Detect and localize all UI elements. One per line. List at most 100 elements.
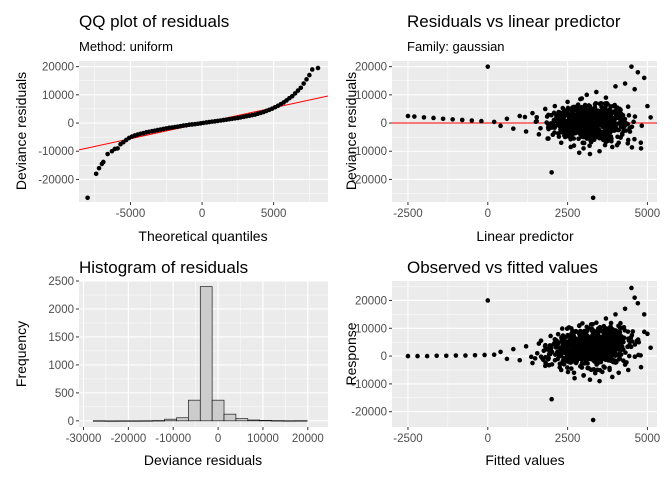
y-tick-label: 2000: [48, 304, 74, 316]
data-point: [645, 103, 650, 109]
data-point: [315, 65, 321, 71]
data-point: [607, 367, 612, 373]
data-point: [421, 115, 427, 120]
data-point: [549, 396, 554, 402]
data-point: [482, 352, 487, 358]
data-point: [591, 358, 597, 364]
data-point: [630, 329, 636, 334]
data-point: [602, 343, 607, 348]
histogram-bars: [92, 286, 308, 422]
data-point: [530, 360, 535, 366]
data-point: [600, 328, 605, 333]
data-point: [573, 360, 579, 366]
data-point: [572, 117, 578, 122]
data-point: [589, 326, 595, 332]
histogram-x-ticks: -30000 -20000 -10000 0 10000 20000: [66, 427, 324, 445]
histogram-y-axis-title: Frequency: [13, 321, 29, 387]
data-point: [601, 136, 606, 142]
data-point: [605, 112, 611, 117]
x-tick-label: -5000: [116, 208, 145, 220]
data-point: [578, 328, 583, 334]
data-point: [592, 370, 598, 376]
data-point: [570, 110, 576, 116]
histogram-bar: [211, 399, 225, 422]
data-point: [498, 123, 503, 129]
data-point: [613, 312, 618, 317]
data-point: [598, 348, 604, 354]
x-tick-label: -10000: [155, 433, 191, 445]
data-point: [632, 86, 637, 92]
data-point: [629, 124, 635, 130]
data-point: [595, 367, 600, 373]
data-point: [610, 374, 615, 380]
data-point: [606, 326, 612, 332]
data-point: [616, 127, 622, 133]
data-point: [415, 353, 420, 359]
residuals-vs-lp-x-ticks: -2500 0 2500 5000: [393, 202, 660, 220]
data-point: [581, 121, 587, 127]
data-point: [580, 140, 586, 146]
data-point: [534, 114, 540, 120]
data-point: [571, 143, 577, 148]
data-point: [559, 326, 565, 331]
data-point: [584, 136, 590, 141]
data-point: [566, 325, 572, 330]
data-point: [412, 114, 417, 119]
data-point: [613, 84, 618, 89]
data-point: [434, 353, 439, 359]
data-point: [603, 95, 609, 100]
data-point: [636, 339, 642, 345]
data-point: [558, 127, 564, 132]
data-point: [572, 337, 577, 343]
data-point: [565, 369, 571, 375]
data-point: [648, 345, 653, 351]
data-point: [621, 127, 627, 133]
y-tick-label: 1500: [48, 332, 74, 344]
data-point: [551, 110, 557, 116]
data-point: [632, 114, 638, 119]
data-point: [599, 130, 605, 135]
x-tick-label: 5000: [635, 433, 661, 445]
data-point: [453, 353, 459, 358]
data-point: [517, 113, 523, 119]
qq-x-ticks: -5000 0 5000: [116, 202, 286, 220]
data-point: [523, 344, 529, 349]
histogram-bar: [223, 413, 237, 422]
y-tick-label: -10000: [351, 379, 387, 391]
histogram-bar: [271, 420, 284, 422]
data-point: [517, 357, 523, 363]
data-point: [638, 140, 644, 146]
data-point: [583, 355, 589, 361]
data-point: [635, 69, 641, 75]
x-tick-label: 0: [199, 208, 205, 220]
data-point: [607, 336, 613, 342]
histogram-bar: [295, 420, 308, 422]
data-point: [622, 306, 628, 312]
data-point: [608, 358, 613, 363]
data-point: [611, 340, 617, 346]
data-point: [580, 340, 585, 345]
data-point: [581, 373, 586, 378]
data-point: [545, 356, 551, 362]
data-point: [593, 101, 599, 106]
data-point: [96, 165, 102, 171]
y-tick-label: 10000: [355, 90, 387, 102]
data-point: [567, 351, 573, 356]
y-tick-label: -20000: [351, 174, 387, 186]
data-point: [555, 340, 561, 346]
data-point: [572, 375, 577, 381]
data-point: [542, 363, 548, 369]
observed-vs-fitted-x-ticks: -2500 0 2500 5000: [393, 427, 660, 445]
data-point: [548, 333, 553, 339]
data-point: [576, 123, 582, 129]
data-point: [550, 132, 556, 138]
data-point: [552, 103, 558, 109]
y-tick-label: 0: [68, 118, 74, 130]
data-point: [555, 331, 561, 337]
data-point: [555, 131, 561, 136]
qq-plot-panel: QQ plot of residuals Method: uniform -50…: [13, 12, 329, 244]
histogram-bar: [164, 418, 177, 422]
x-tick-label: 10000: [247, 433, 279, 445]
residuals-vs-lp-subtitle: Family: gaussian: [407, 39, 505, 54]
histogram-y-ticks: 0 500 1000 1500 2000 2500: [48, 276, 79, 428]
